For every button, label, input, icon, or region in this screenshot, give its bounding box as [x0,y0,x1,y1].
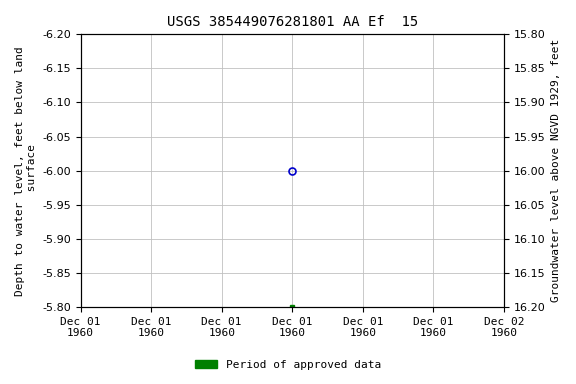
Y-axis label: Groundwater level above NGVD 1929, feet: Groundwater level above NGVD 1929, feet [551,39,561,302]
Title: USGS 385449076281801 AA Ef  15: USGS 385449076281801 AA Ef 15 [166,15,418,29]
Legend: Period of approved data: Period of approved data [191,356,385,375]
Y-axis label: Depth to water level, feet below land
 surface: Depth to water level, feet below land su… [15,46,37,296]
